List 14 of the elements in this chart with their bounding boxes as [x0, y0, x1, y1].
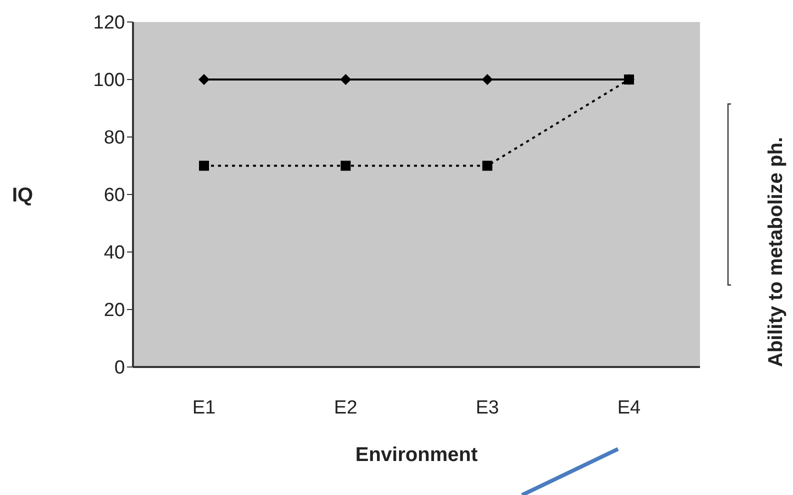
x-axis-title: Environment [355, 444, 478, 466]
y-tick-label: 20 [104, 300, 125, 322]
y-axis-title: IQ [12, 184, 34, 207]
x-tick-label: E2 [334, 397, 358, 418]
y-tick-label: 40 [104, 242, 125, 264]
y-tick-label: 0 [114, 358, 125, 379]
x-tick-label: E4 [617, 397, 642, 418]
y-tick-label: 120 [93, 12, 125, 34]
y-tick-label: 80 [104, 128, 125, 149]
x-tick-label: E1 [192, 397, 216, 418]
y-tick-label: 60 [104, 185, 125, 206]
y-tick-label: 100 [93, 70, 125, 92]
x-tick-label: E3 [476, 397, 499, 418]
text: Ability to metabolize ph. [765, 136, 787, 367]
